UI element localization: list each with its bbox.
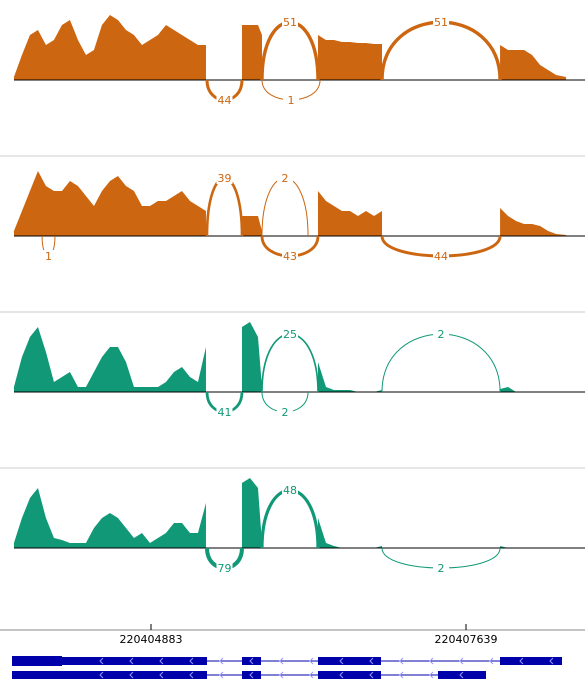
- exon: [318, 671, 381, 679]
- exon: [12, 671, 207, 679]
- strand-arrow: [519, 657, 524, 665]
- strand-arrow: [279, 657, 284, 665]
- junction-label-bg: [281, 328, 298, 340]
- strand-arrow: [159, 671, 164, 679]
- junction-label: 2: [282, 172, 289, 185]
- junction-label-bg: [40, 250, 57, 262]
- junction-label-bg: [283, 94, 300, 106]
- strand-arrow: [339, 657, 344, 665]
- junction-label: 51: [283, 16, 297, 29]
- junction-label-bg: [277, 406, 294, 418]
- strand-arrow: [489, 657, 494, 665]
- junction-label-bg: [281, 16, 298, 28]
- junction-label-bg: [433, 562, 450, 574]
- junction-label: 44: [217, 94, 231, 107]
- strand-arrow: [189, 657, 194, 665]
- strand-arrow: [99, 671, 104, 679]
- strand-arrow: [309, 657, 314, 665]
- strand-arrow: [399, 657, 404, 665]
- strand-arrow: [219, 671, 224, 679]
- junction-label-bg: [281, 250, 298, 262]
- x-tick-label: 220404883: [119, 633, 182, 646]
- junction-label: 2: [438, 562, 445, 575]
- junction-label-bg: [433, 16, 450, 28]
- strand-arrow: [309, 671, 314, 679]
- junction-label: 48: [283, 484, 297, 497]
- strand-arrow: [429, 657, 434, 665]
- exon: [500, 657, 562, 665]
- strand-arrow: [399, 671, 404, 679]
- strand-arrow: [369, 671, 374, 679]
- junction-label: 2: [282, 406, 289, 419]
- coverage: [13, 15, 567, 80]
- junction-label: 51: [434, 16, 448, 29]
- strand-arrow: [219, 657, 224, 665]
- junction-label: 44: [434, 250, 448, 263]
- strand-arrow: [459, 657, 464, 665]
- junction-label-bg: [277, 172, 294, 184]
- exon: [438, 671, 486, 679]
- strand-arrow: [429, 671, 434, 679]
- strand-arrow: [189, 671, 194, 679]
- strand-arrow: [369, 657, 374, 665]
- strand-arrow: [249, 657, 254, 665]
- junction-label-bg: [216, 562, 233, 574]
- strand-arrow: [99, 657, 104, 665]
- junction-label-bg: [216, 406, 233, 418]
- junction-label-bg: [216, 94, 233, 106]
- exon: [242, 671, 261, 679]
- exon: [62, 657, 207, 665]
- coverage: [13, 171, 567, 236]
- exon: [242, 657, 261, 665]
- junction-label: 41: [217, 406, 231, 419]
- strand-arrow: [249, 671, 254, 679]
- strand-arrow: [129, 657, 134, 665]
- junction-label-bg: [281, 484, 298, 496]
- junction-label: 25: [283, 328, 297, 341]
- exon: [12, 656, 62, 666]
- strand-arrow: [549, 657, 554, 665]
- strand-arrow: [459, 671, 464, 679]
- junction-label-bg: [433, 250, 450, 262]
- junction-label: 1: [45, 250, 52, 263]
- junction-label-bg: [216, 172, 233, 184]
- junction-label: 43: [283, 250, 297, 263]
- junction-label: 1: [288, 94, 295, 107]
- strand-arrow: [339, 671, 344, 679]
- junction-label: 39: [217, 172, 231, 185]
- strand-arrow: [129, 671, 134, 679]
- exon: [318, 657, 381, 665]
- junction-label-bg: [433, 328, 450, 340]
- coverage: [13, 322, 567, 392]
- strand-arrow: [159, 657, 164, 665]
- strand-arrow: [279, 671, 284, 679]
- junction-label: 2: [438, 328, 445, 341]
- junction-label: 79: [217, 562, 231, 575]
- x-tick-label: 220407639: [435, 633, 498, 646]
